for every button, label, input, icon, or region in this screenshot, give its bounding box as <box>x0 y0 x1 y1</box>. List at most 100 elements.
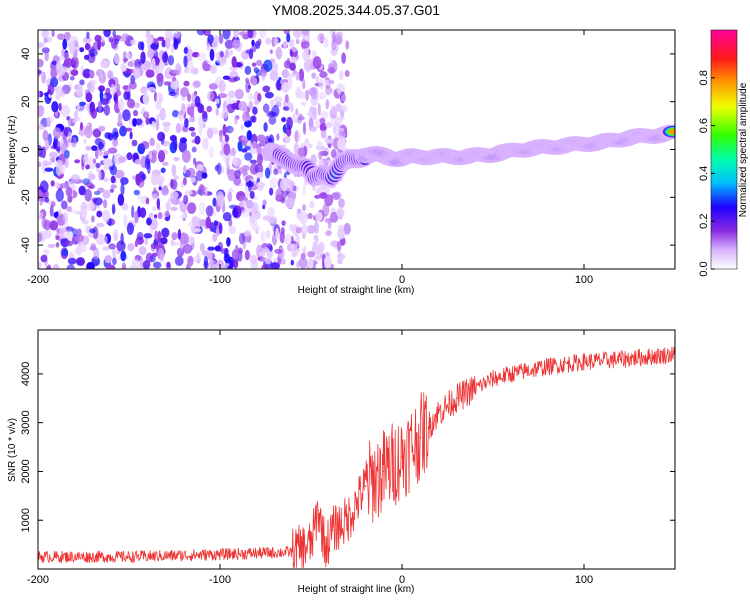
noise-blob <box>206 127 214 139</box>
noise-blob <box>252 140 257 149</box>
noise-blob <box>171 199 181 206</box>
noise-blob <box>269 177 278 190</box>
noise-blob <box>135 173 141 186</box>
noise-blob <box>145 69 155 78</box>
noise-blob <box>47 83 55 95</box>
noise-blob <box>47 264 52 269</box>
noise-blob <box>146 217 152 226</box>
noise-blob <box>172 241 181 246</box>
noise-blob <box>222 75 231 80</box>
noise-blob <box>62 38 67 50</box>
noise-blob <box>74 234 84 243</box>
noise-blob <box>88 49 98 57</box>
noise-blob <box>196 251 201 262</box>
snr-point <box>332 529 334 531</box>
noise-blob <box>197 52 207 62</box>
snr-point <box>474 387 476 390</box>
noise-blob <box>332 193 341 201</box>
noise-blob <box>319 117 326 125</box>
noise-blob <box>44 50 49 62</box>
noise-blob <box>186 167 196 178</box>
noise-blob <box>252 77 258 86</box>
noise-blob <box>165 201 172 211</box>
noise-blob <box>99 89 104 102</box>
noise-blob <box>295 108 299 115</box>
noise-blob <box>241 135 248 142</box>
noise-blob <box>325 85 332 96</box>
noise-blob <box>269 49 273 54</box>
noise-blob <box>206 44 212 52</box>
noise-blob <box>115 169 125 179</box>
noise-blob <box>90 79 98 85</box>
noise-blob <box>154 230 159 243</box>
x-tick-label: -100 <box>209 274 231 286</box>
noise-blob <box>158 186 162 191</box>
noise-blob <box>237 140 243 152</box>
colorbar-tick-label: 0.4 <box>698 166 710 181</box>
noise-blob <box>248 48 254 60</box>
noise-blob <box>249 190 255 199</box>
snr-point <box>510 373 512 375</box>
noise-blob <box>270 62 279 73</box>
noise-blob <box>298 113 303 119</box>
noise-blob <box>86 261 95 269</box>
noise-blob <box>288 47 298 52</box>
noise-blob <box>275 227 279 240</box>
noise-blob <box>105 87 111 95</box>
snr-point <box>292 551 294 553</box>
noise-blob <box>163 262 167 267</box>
x-tick-label: 100 <box>575 274 593 286</box>
noise-blob <box>322 203 330 217</box>
noise-blob <box>290 259 294 266</box>
noise-blob <box>52 263 60 269</box>
noise-blob <box>212 210 217 217</box>
noise-blob <box>212 127 219 135</box>
noise-blob <box>222 212 232 222</box>
noise-blob <box>336 36 342 45</box>
noise-blob <box>140 141 150 150</box>
noise-blob <box>98 125 106 132</box>
noise-blob <box>112 127 119 141</box>
noise-blob <box>238 31 248 36</box>
noise-blob <box>117 193 125 206</box>
noise-blob <box>159 253 164 263</box>
noise-blob <box>233 30 239 39</box>
noise-blob <box>302 78 306 90</box>
noise-blob <box>179 214 186 219</box>
noise-blob <box>330 105 337 115</box>
noise-blob <box>283 234 292 245</box>
noise-blob <box>233 176 241 186</box>
noise-blob <box>250 214 255 224</box>
noise-blob <box>103 30 111 38</box>
noise-blob <box>155 118 160 131</box>
noise-blob <box>275 46 283 60</box>
noise-blob <box>164 210 170 218</box>
noise-blob <box>315 211 323 222</box>
noise-blob <box>209 64 217 74</box>
noise-blob <box>258 69 268 77</box>
noise-blob <box>183 194 189 205</box>
noise-blob <box>273 168 279 175</box>
noise-blob <box>149 224 153 235</box>
noise-blob <box>51 60 57 66</box>
noise-blob <box>142 260 151 269</box>
noise-blob <box>93 190 101 196</box>
noise-blob <box>289 62 296 71</box>
noise-blob <box>173 174 179 181</box>
noise-blob <box>216 194 225 208</box>
noise-blob <box>283 60 291 69</box>
noise-blob <box>123 214 128 227</box>
noise-blob <box>167 32 175 38</box>
noise-blob <box>61 48 65 57</box>
noise-blob <box>202 111 208 123</box>
noise-blob <box>219 80 226 93</box>
noise-blob <box>126 222 134 235</box>
noise-blob <box>233 76 241 81</box>
snr-point <box>219 553 221 556</box>
noise-blob <box>47 36 52 43</box>
noise-blob <box>218 34 224 44</box>
snr-point <box>419 436 422 439</box>
noise-blob <box>89 228 96 234</box>
noise-blob <box>223 143 231 156</box>
noise-blob <box>98 149 103 157</box>
